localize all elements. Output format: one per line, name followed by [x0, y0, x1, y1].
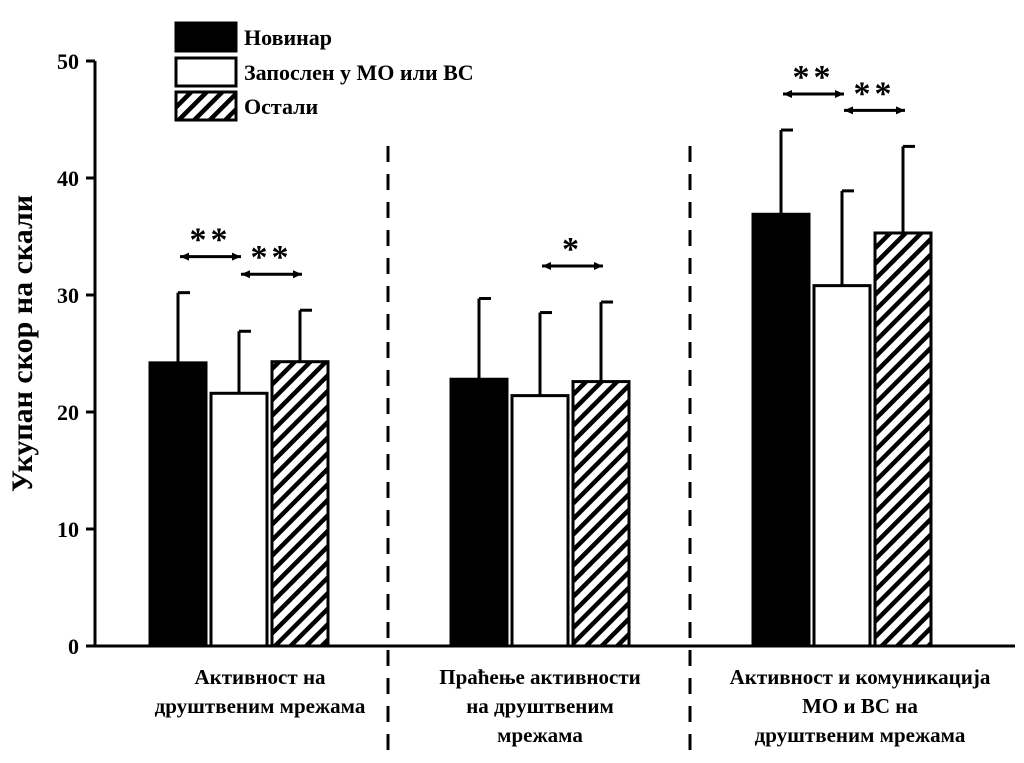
legend-label: Запослен у МО или ВС — [244, 60, 474, 85]
y-tick-label: 40 — [57, 166, 79, 191]
legend-swatch — [174, 21, 238, 53]
significance-label: * — [562, 231, 583, 268]
y-tick-label: 20 — [57, 400, 79, 425]
significance-label: ** — [190, 222, 232, 259]
bar-1-group-1 — [148, 361, 208, 648]
legend-label: Новинар — [244, 25, 332, 50]
y-tick-label: 0 — [68, 634, 79, 659]
significance-label: ** — [793, 59, 835, 96]
x-category-label: Активност и комуникација МО и ВС на друштв… — [730, 665, 991, 747]
x-category-label: Активност на друштвеним мрежама — [155, 665, 366, 718]
legend-swatch — [174, 56, 238, 88]
x-category-label: Праћење активности на друштвеним мрежама — [439, 665, 641, 747]
y-axis-label: Укупан скор на скали — [6, 195, 39, 492]
bar-3-group-3 — [873, 231, 933, 648]
y-tick-label: 30 — [57, 283, 79, 308]
bar-2-group-2 — [510, 394, 570, 648]
legend-label: Остали — [244, 94, 318, 119]
y-tick-label: 50 — [57, 49, 79, 74]
bar-3-group-1 — [270, 360, 330, 648]
significance-label: ** — [251, 239, 293, 276]
bar-2-group-1 — [209, 391, 269, 648]
bar-3-group-2 — [571, 380, 631, 648]
legend-swatch — [174, 90, 238, 122]
y-tick-label: 10 — [57, 517, 79, 542]
bar-1-group-2 — [449, 377, 509, 648]
bar-2-group-3 — [812, 284, 872, 648]
bar-1-group-3 — [751, 212, 811, 648]
significance-label: ** — [854, 75, 896, 112]
